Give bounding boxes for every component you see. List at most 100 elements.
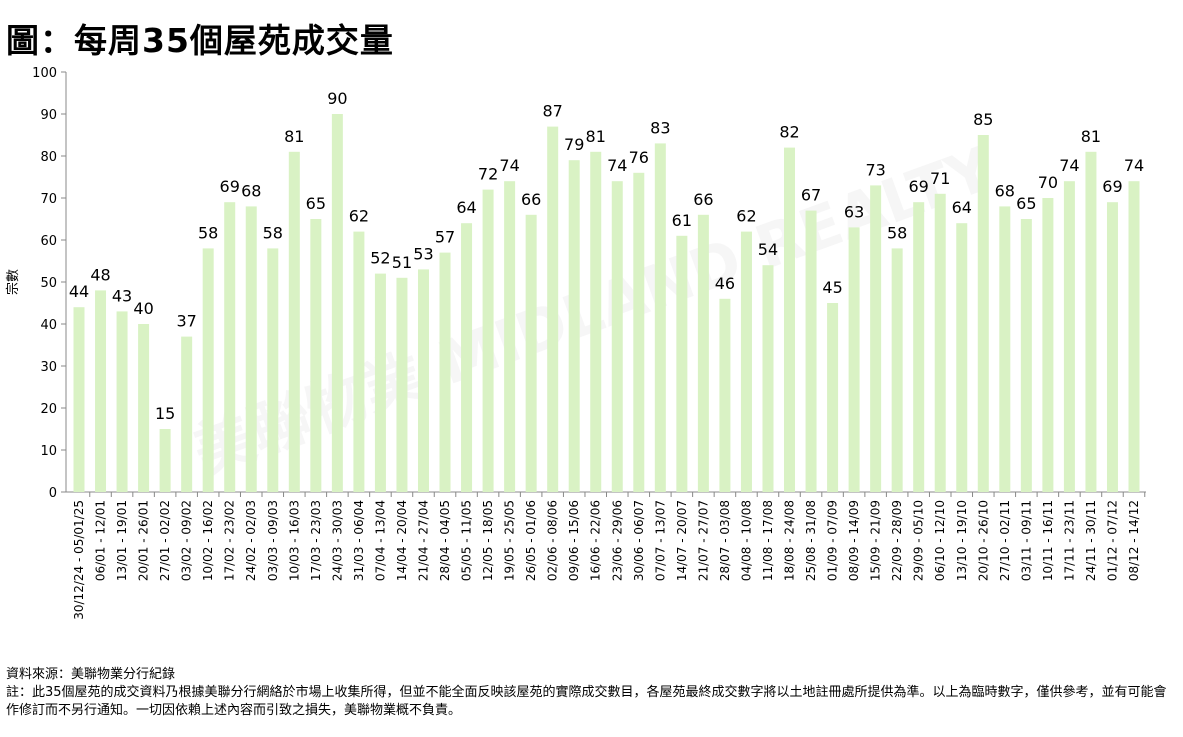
x-tick-label: 03/11 - 09/11 [1019, 500, 1033, 581]
bar [805, 210, 817, 492]
y-tick-label: 50 [40, 276, 57, 291]
x-tick-label: 30/06 - 06/07 [632, 500, 646, 581]
y-tick-label: 100 [32, 66, 57, 81]
data-label: 65 [1016, 194, 1036, 213]
data-label: 62 [736, 207, 756, 226]
bar [590, 151, 602, 493]
bar [719, 298, 731, 492]
data-label: 68 [241, 181, 261, 200]
data-label: 43 [112, 286, 132, 305]
x-tick-label: 24/02 - 02/03 [244, 500, 258, 581]
x-tick-label: 06/10 - 12/10 [933, 500, 947, 581]
bar [999, 206, 1011, 492]
x-tick-label: 12/05 - 18/05 [481, 500, 495, 581]
data-label: 70 [1038, 173, 1058, 192]
bar [181, 336, 193, 492]
x-tick-label: 03/03 - 09/03 [266, 500, 280, 581]
x-tick-label: 24/03 - 30/03 [330, 500, 344, 581]
x-tick-label: 21/07 - 27/07 [696, 500, 710, 581]
bar [676, 235, 688, 493]
bar [784, 147, 796, 492]
data-label: 73 [865, 160, 885, 179]
x-tick-label: 24/11 - 30/11 [1084, 500, 1098, 581]
y-tick-label: 60 [40, 234, 57, 249]
bar [245, 206, 257, 492]
bar [73, 307, 85, 492]
x-tick-label: 01/12 - 07/12 [1105, 500, 1119, 581]
data-label: 66 [521, 190, 541, 209]
x-tick-label: 10/02 - 16/02 [201, 500, 215, 581]
bar [116, 311, 128, 492]
bar [1128, 181, 1140, 492]
bar [1020, 219, 1032, 492]
data-label: 61 [672, 211, 692, 230]
x-tick-label: 03/02 - 09/02 [180, 500, 194, 581]
bar [202, 248, 214, 492]
x-tick-label: 08/09 - 14/09 [847, 500, 861, 581]
bar [95, 290, 107, 492]
bar [1042, 198, 1054, 492]
data-label: 65 [306, 194, 326, 213]
bar [224, 202, 236, 492]
data-label: 69 [220, 177, 240, 196]
y-tick-label: 20 [40, 402, 57, 417]
x-tick-label: 01/09 - 07/09 [826, 500, 840, 581]
x-tick-label: 08/12 - 14/12 [1127, 500, 1141, 581]
x-tick-label: 27/10 - 02/11 [998, 500, 1012, 581]
bar [417, 269, 429, 492]
bar [848, 227, 860, 492]
disclaimer-note: 註：此35個屋苑的成交資料乃根據美聯分行網絡於市場上收集所得，但並不能全面反映該… [6, 685, 1167, 718]
x-tick-label: 06/01 - 12/01 [94, 500, 108, 581]
bar [740, 231, 752, 492]
bar [762, 265, 774, 492]
x-tick-label: 05/05 - 11/05 [460, 500, 474, 581]
data-label: 79 [564, 135, 584, 154]
x-tick-label: 17/02 - 23/02 [223, 500, 237, 581]
bar [654, 143, 666, 492]
data-label: 81 [1081, 127, 1101, 146]
x-tick-label: 17/03 - 23/03 [309, 500, 323, 581]
bar [461, 223, 473, 492]
bar [374, 273, 386, 492]
data-label: 81 [284, 127, 304, 146]
bar [525, 214, 537, 493]
chart-title: 圖：每周35個屋苑成交量 [6, 21, 394, 60]
x-tick-label: 13/01 - 19/01 [115, 500, 129, 581]
x-tick-label: 28/04 - 04/05 [438, 500, 452, 581]
data-label: 71 [930, 169, 950, 188]
x-tick-label: 27/01 - 02/02 [158, 500, 172, 581]
x-tick-label: 14/04 - 20/04 [395, 500, 409, 581]
y-tick-label: 10 [40, 444, 57, 459]
data-label: 64 [952, 198, 972, 217]
data-label: 46 [715, 274, 735, 293]
x-tick-label: 14/07 - 20/07 [675, 500, 689, 581]
x-tick-label: 13/10 - 19/10 [955, 500, 969, 581]
x-tick-label: 04/08 - 10/08 [739, 500, 753, 581]
data-label: 58 [263, 223, 283, 242]
data-label: 64 [456, 198, 476, 217]
x-tick-label: 19/05 - 25/05 [503, 500, 517, 581]
bar [310, 219, 322, 492]
x-tick-label: 09/06 - 15/06 [567, 500, 581, 581]
x-tick-label: 29/09 - 05/10 [912, 500, 926, 581]
source-note: 資料來源：美聯物業分行紀錄 [6, 667, 176, 682]
data-label: 58 [887, 223, 907, 242]
x-tick-label: 11/08 - 17/08 [761, 500, 775, 581]
data-label: 81 [586, 127, 606, 146]
bar [267, 248, 279, 492]
bar [353, 231, 365, 492]
data-label: 48 [90, 265, 110, 284]
bar [504, 181, 516, 492]
x-tick-label: 25/08 - 31/08 [804, 500, 818, 581]
y-tick-label: 30 [40, 360, 57, 375]
x-tick-label: 23/06 - 29/06 [610, 500, 624, 581]
x-tick-label: 07/07 - 13/07 [653, 500, 667, 581]
x-tick-label: 28/07 - 03/08 [718, 500, 732, 581]
bar [633, 172, 645, 493]
bar [396, 277, 408, 492]
x-tick-label: 15/09 - 21/09 [869, 500, 883, 581]
data-label: 69 [909, 177, 929, 196]
data-label: 44 [69, 282, 89, 301]
x-tick-label: 10/11 - 16/11 [1041, 500, 1055, 581]
